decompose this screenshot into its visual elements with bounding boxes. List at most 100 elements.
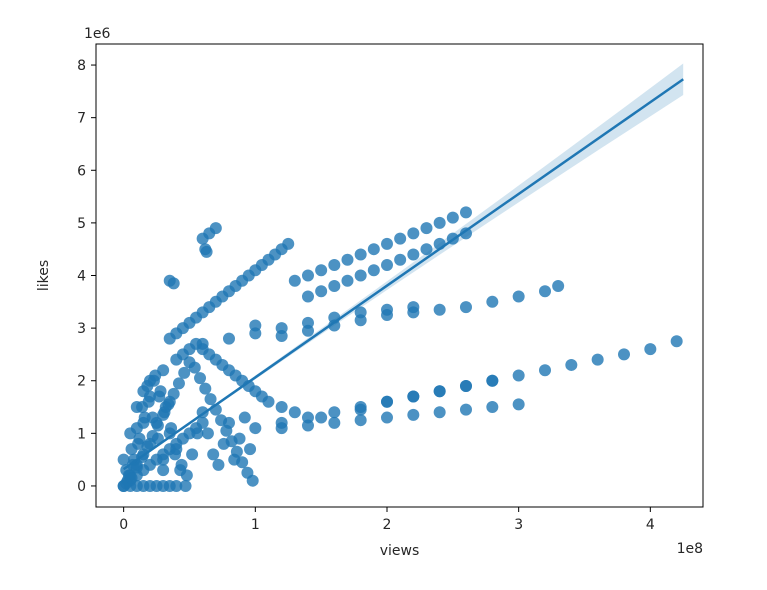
data-point — [433, 406, 446, 419]
y-tick-label: 8 — [77, 58, 86, 74]
data-point — [117, 453, 130, 466]
data-point — [407, 301, 420, 314]
data-point — [341, 274, 354, 287]
data-point — [380, 303, 393, 316]
data-point — [207, 448, 220, 461]
data-point — [191, 427, 204, 440]
data-point — [367, 243, 380, 256]
data-point — [180, 469, 193, 482]
x-tick-label: 4 — [646, 517, 655, 533]
data-point — [591, 353, 604, 366]
data-point — [288, 274, 301, 287]
y-tick-label: 0 — [77, 479, 86, 495]
data-point — [215, 414, 228, 427]
data-point — [230, 445, 243, 458]
data-point — [380, 411, 393, 424]
data-point — [315, 411, 328, 424]
y-tick-label: 6 — [77, 163, 86, 179]
data-point — [433, 303, 446, 316]
data-point — [249, 422, 262, 435]
data-point — [486, 295, 499, 308]
data-point — [209, 222, 222, 235]
data-point — [246, 474, 259, 487]
data-point — [170, 479, 183, 492]
data-point — [301, 290, 314, 303]
data-point — [315, 285, 328, 298]
data-point — [196, 416, 209, 429]
data-point — [367, 264, 380, 277]
data-point — [157, 453, 170, 466]
y-axis-ticks: 0 1 2 3 4 5 6 7 8 — [77, 58, 96, 495]
data-point — [328, 406, 341, 419]
y-tick-label: 2 — [77, 374, 86, 390]
regression-layer — [122, 63, 684, 471]
data-point — [420, 222, 433, 235]
data-point — [275, 322, 288, 335]
data-point — [328, 416, 341, 429]
data-point — [172, 377, 185, 390]
data-point — [146, 429, 159, 442]
data-point — [249, 327, 262, 340]
data-point — [130, 461, 143, 474]
data-point — [301, 316, 314, 329]
data-point — [341, 253, 354, 266]
data-point — [222, 332, 235, 345]
data-point — [512, 369, 525, 382]
data-point — [188, 361, 201, 374]
data-point — [133, 432, 146, 445]
data-point — [125, 472, 138, 485]
y-axis-offset-label: 1e6 — [84, 26, 111, 42]
data-point — [380, 395, 393, 408]
data-point — [315, 264, 328, 277]
data-point — [407, 227, 420, 240]
data-point — [225, 435, 238, 448]
data-point — [149, 369, 162, 382]
data-point — [407, 390, 420, 403]
data-point — [165, 422, 178, 435]
data-point — [151, 419, 164, 432]
data-point — [220, 424, 233, 437]
data-point — [275, 401, 288, 414]
data-point — [394, 253, 407, 266]
data-point — [459, 403, 472, 416]
data-point — [420, 243, 433, 256]
data-point — [433, 216, 446, 229]
points-layer — [117, 206, 683, 492]
data-point — [178, 366, 191, 379]
data-point — [644, 343, 657, 356]
data-point — [301, 419, 314, 432]
data-point — [201, 427, 214, 440]
data-point — [459, 379, 472, 392]
data-point — [328, 258, 341, 271]
data-point — [301, 269, 314, 282]
data-point — [433, 385, 446, 398]
data-point — [167, 277, 180, 290]
data-point — [486, 401, 499, 414]
data-point — [138, 411, 151, 424]
data-point — [670, 335, 683, 348]
data-point — [552, 280, 565, 293]
data-point — [407, 248, 420, 261]
y-tick-label: 4 — [77, 269, 86, 285]
data-point — [167, 387, 180, 400]
data-point — [212, 458, 225, 471]
data-point — [486, 374, 499, 387]
x-axis-ticks: 0 1 2 3 4 — [119, 507, 655, 533]
data-point — [154, 385, 167, 398]
y-tick-label: 7 — [77, 111, 86, 127]
data-point — [328, 280, 341, 293]
data-point — [194, 372, 207, 385]
x-tick-label: 1 — [251, 517, 260, 533]
data-point — [539, 285, 551, 298]
y-tick-label: 5 — [77, 216, 86, 232]
data-point — [288, 406, 301, 419]
x-tick-label: 3 — [514, 517, 523, 533]
data-point — [236, 456, 249, 469]
data-point — [354, 306, 367, 319]
data-point — [262, 395, 275, 408]
x-tick-label: 0 — [119, 517, 128, 533]
data-point — [170, 443, 183, 456]
data-point — [282, 237, 295, 250]
